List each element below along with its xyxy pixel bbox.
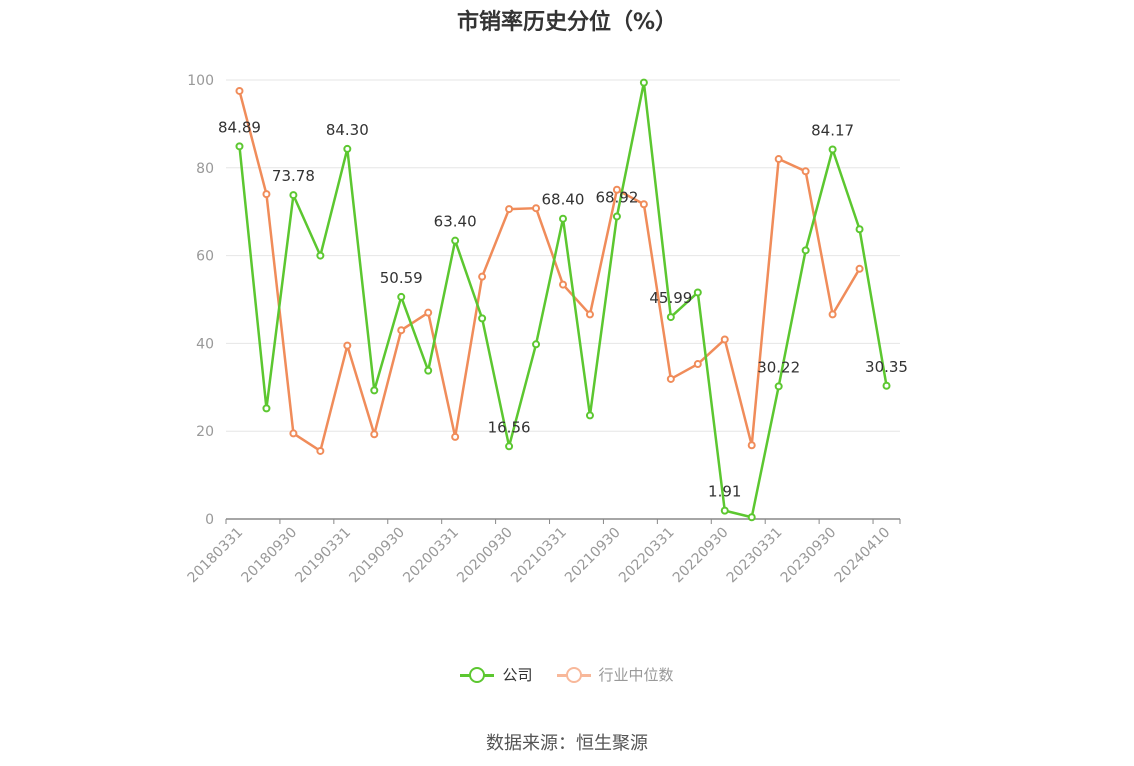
data-point-company xyxy=(262,404,271,413)
data-point-company xyxy=(720,506,729,515)
data-label: 84.89 xyxy=(218,118,261,136)
data-label: 68.92 xyxy=(595,188,638,206)
series-line-industry-median xyxy=(238,90,861,453)
data-point-company xyxy=(801,246,810,255)
data-point-industry-median xyxy=(343,341,352,350)
y-tick-label: 60 xyxy=(196,249,214,265)
x-tick-label: 20200930 xyxy=(454,525,516,587)
data-label: 30.35 xyxy=(865,358,908,376)
x-tick-label: 20190930 xyxy=(346,525,408,587)
data-point-industry-median xyxy=(559,280,567,289)
data-point-company xyxy=(666,313,675,322)
data-label: 50.59 xyxy=(380,269,423,287)
chart-title: 市销率历史分位（%） xyxy=(456,10,678,35)
data-point-company xyxy=(397,292,406,301)
data-point-company xyxy=(451,236,460,245)
data-point-industry-median xyxy=(666,374,675,383)
y-tick-label: 100 xyxy=(187,73,214,89)
x-tick-label: 20230331 xyxy=(724,525,786,587)
data-point-company xyxy=(559,214,567,223)
x-tick-label: 20180331 xyxy=(185,525,247,587)
x-tick-label: 20220331 xyxy=(616,525,678,587)
data-point-company xyxy=(316,251,325,260)
data-point-industry-median xyxy=(370,430,379,439)
data-point-company xyxy=(774,382,783,391)
data-label: 73.78 xyxy=(272,167,315,185)
data-point-industry-median xyxy=(424,308,433,317)
data-label: 16.56 xyxy=(488,418,531,436)
legend-label-company: 公司 xyxy=(502,666,533,684)
data-point-industry-median xyxy=(289,429,298,438)
data-label: 1.91 xyxy=(708,483,741,501)
data-label: 84.30 xyxy=(326,121,369,139)
data-point-industry-median xyxy=(451,432,460,441)
y-tick-label: 80 xyxy=(196,161,214,177)
legend-swatch-company-icon xyxy=(460,666,495,683)
data-point-company xyxy=(693,288,702,297)
legend: 公司 行业中位数 xyxy=(0,664,1134,685)
data-point-industry-median xyxy=(747,441,756,450)
x-tick-label: 20180930 xyxy=(239,525,301,587)
data-point-company xyxy=(855,225,864,234)
data-label: 30.22 xyxy=(757,358,800,376)
data-point-company xyxy=(289,191,298,200)
data-point-industry-median xyxy=(720,335,729,344)
data-point-industry-median xyxy=(478,272,487,281)
data-source: 数据来源：恒生聚源 xyxy=(486,733,648,754)
legend-label-industry-median: 行业中位数 xyxy=(598,666,674,684)
data-point-industry-median xyxy=(855,264,864,273)
data-point-company xyxy=(585,411,594,420)
y-tick-label: 0 xyxy=(205,512,214,528)
data-point-industry-median xyxy=(585,310,594,319)
data-point-company xyxy=(532,340,541,349)
y-tick-label: 20 xyxy=(196,424,214,440)
data-point-company xyxy=(828,145,837,154)
data-point-industry-median xyxy=(262,190,271,199)
data-point-industry-median xyxy=(505,205,514,214)
legend-item-company[interactable]: 公司 xyxy=(460,664,533,685)
x-tick-label: 20230930 xyxy=(778,525,840,587)
data-point-industry-median xyxy=(612,185,621,194)
data-point-company xyxy=(235,142,244,151)
data-point-industry-median xyxy=(801,167,810,176)
data-label: 68.40 xyxy=(542,191,585,209)
data-point-industry-median xyxy=(532,204,541,213)
y-tick-label: 40 xyxy=(196,336,214,352)
data-point-company xyxy=(505,442,514,451)
data-label: 84.17 xyxy=(811,121,854,139)
data-point-industry-median xyxy=(828,310,837,319)
data-point-industry-median xyxy=(397,326,406,335)
x-tick-label: 20200331 xyxy=(400,525,462,587)
data-point-industry-median xyxy=(235,86,244,95)
data-label: 45.99 xyxy=(649,289,692,307)
data-point-company xyxy=(370,386,379,395)
legend-swatch-industry-median-icon xyxy=(556,666,591,683)
series-line-company xyxy=(238,81,888,519)
data-point-industry-median xyxy=(639,200,648,209)
data-label: 63.40 xyxy=(434,213,477,231)
data-point-company xyxy=(612,212,621,221)
data-point-company xyxy=(747,513,756,522)
data-point-industry-median xyxy=(316,446,325,455)
legend-item-industry-median[interactable]: 行业中位数 xyxy=(556,664,674,685)
x-tick-label: 20210930 xyxy=(562,525,624,587)
x-tick-label: 20220930 xyxy=(670,525,732,587)
data-point-industry-median xyxy=(693,360,702,369)
data-point-company xyxy=(882,381,891,390)
x-tick-label: 20210331 xyxy=(508,525,570,587)
x-tick-label: 20240410 xyxy=(832,525,894,587)
data-point-company xyxy=(478,314,487,323)
data-point-company xyxy=(343,144,352,153)
data-point-company xyxy=(639,78,648,87)
x-tick-label: 20190331 xyxy=(292,525,354,587)
data-point-industry-median xyxy=(774,155,783,164)
data-point-company xyxy=(424,366,433,375)
